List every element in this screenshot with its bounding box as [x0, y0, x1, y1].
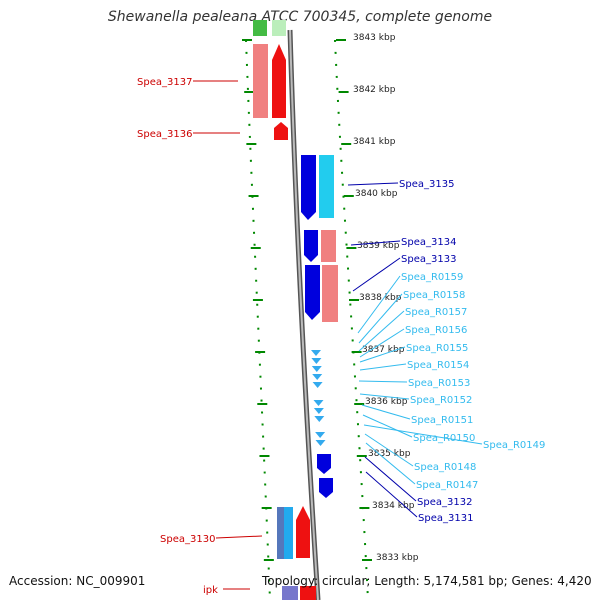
kbp-tick-label: 3843 kbp: [353, 33, 396, 43]
right-gene-label[interactable]: Spea_R0150: [413, 433, 475, 444]
right-gene-label[interactable]: Spea_R0156: [405, 325, 467, 336]
leader-line: [357, 275, 401, 334]
gene-spea-3137[interactable]: [272, 44, 286, 118]
leader-line: [215, 535, 263, 539]
gene-spea-3136[interactable]: [274, 122, 288, 140]
gene-spea-3132[interactable]: [317, 454, 331, 474]
right-gene-label[interactable]: Spea_R0155: [406, 343, 468, 354]
kbp-tick-label: 3837 kbp: [362, 345, 405, 355]
gene-spea-3130-blue[interactable]: [277, 507, 287, 559]
gene-spea-3130-cyan[interactable]: [284, 507, 293, 559]
kbp-tick-label: 3834 kbp: [372, 501, 415, 511]
right-gene-label[interactable]: Spea_R0154: [407, 360, 469, 371]
left-gene-label[interactable]: Spea_3136: [137, 129, 192, 140]
leader-line: [359, 346, 406, 363]
map-title: Shewanella pealeana ATCC 700345, complet…: [107, 9, 493, 25]
leader-line: [358, 293, 403, 344]
right-gene-labels: Spea_3135 Spea_3134 Spea_3133 Spea_R0159 Spe…: [347, 179, 545, 524]
topology-text: Topology: circular; Length: 5,174,581 bp…: [262, 574, 592, 588]
right-gene-label[interactable]: Spea_3131: [418, 513, 473, 524]
left-gene-label[interactable]: ipk: [203, 585, 218, 596]
kbp-tick-label: 3836 kbp: [365, 397, 408, 407]
leader-line: [362, 414, 413, 438]
right-gene-label[interactable]: Spea_3135: [399, 179, 454, 190]
trna-marker[interactable]: [315, 432, 326, 438]
left-gene-label[interactable]: Spea_3130: [160, 534, 215, 545]
leader-line: [364, 433, 414, 467]
trna-marker[interactable]: [312, 374, 323, 380]
gene-spea-3134[interactable]: [304, 230, 318, 262]
trna-marker[interactable]: [311, 366, 322, 372]
leader-line: [359, 393, 410, 400]
gene-top-green-1[interactable]: [253, 20, 267, 36]
left-gene-label[interactable]: Spea_3137: [137, 77, 192, 88]
gene-spea-3135[interactable]: [301, 155, 316, 220]
leader-line: [347, 182, 399, 186]
kbp-tick-label: 3842 kbp: [353, 85, 396, 95]
right-gene-label[interactable]: Spea_3133: [401, 254, 456, 265]
leader-line: [358, 310, 405, 352]
gene-spea-3135-cyan[interactable]: [319, 155, 334, 218]
right-gene-label[interactable]: Spea_R0148: [414, 462, 476, 473]
right-gene-label[interactable]: Spea_3134: [401, 237, 456, 248]
trna-markers: [311, 350, 326, 446]
leader-line: [365, 471, 418, 518]
right-gene-label[interactable]: Spea_R0151: [411, 415, 473, 426]
kbp-tick-label: 3839 kbp: [357, 241, 400, 251]
right-gene-label[interactable]: Spea_R0159: [401, 272, 463, 283]
leader-line: [359, 328, 405, 358]
trna-marker[interactable]: [314, 416, 325, 422]
kbp-tick-label: 3841 kbp: [353, 137, 396, 147]
gene-spea-3130[interactable]: [296, 506, 310, 558]
kbp-tick-label: 3840 kbp: [355, 189, 398, 199]
trna-marker[interactable]: [311, 358, 322, 364]
right-gene-label[interactable]: Spea_R0158: [403, 290, 465, 301]
leader-line: [358, 380, 408, 383]
gene-ipk-blue[interactable]: [282, 586, 298, 600]
gene-spea-3134-light[interactable]: [321, 230, 336, 262]
gene-ipk[interactable]: [300, 586, 316, 600]
leader-line: [359, 363, 407, 371]
gene-top-green-2[interactable]: [272, 20, 286, 36]
kbp-scale: 3843 kbp 3842 kbp 3841 kbp 3840 kbp 3839 kbp…: [353, 33, 419, 563]
right-gene-label[interactable]: Spea_R0149: [483, 440, 545, 451]
right-gene-label[interactable]: Spea_R0152: [410, 395, 472, 406]
leader-line: [363, 424, 483, 445]
gene-spea-3137-light[interactable]: [253, 44, 268, 118]
gene-spea-3131[interactable]: [319, 478, 333, 498]
trna-marker[interactable]: [313, 400, 324, 406]
gene-spea-3133-light[interactable]: [322, 265, 338, 322]
kbp-tick-label: 3835 kbp: [368, 449, 411, 459]
leader-line: [352, 257, 401, 292]
leader-line: [350, 240, 401, 246]
left-tick-marks: [242, 39, 274, 561]
leader-line: [364, 456, 417, 502]
kbp-tick-label: 3833 kbp: [376, 553, 419, 563]
right-gene-label[interactable]: Spea_R0153: [408, 378, 470, 389]
gene-spea-3133[interactable]: [305, 265, 320, 320]
trna-marker[interactable]: [312, 382, 323, 388]
right-gene-label[interactable]: Spea_R0157: [405, 307, 467, 318]
trna-marker[interactable]: [313, 408, 324, 414]
leader-line: [365, 442, 416, 485]
kbp-tick-label: 3838 kbp: [359, 293, 402, 303]
leader-line: [361, 404, 411, 420]
outer-dotted-ring: [245, 39, 369, 600]
right-gene-label[interactable]: Spea_3132: [417, 497, 472, 508]
right-gene-label[interactable]: Spea_R0147: [416, 480, 478, 491]
trna-marker[interactable]: [315, 440, 326, 446]
accession-text: Accession: NC_009901: [9, 574, 146, 588]
right-tick-marks: [336, 39, 372, 561]
trna-marker[interactable]: [311, 350, 321, 356]
